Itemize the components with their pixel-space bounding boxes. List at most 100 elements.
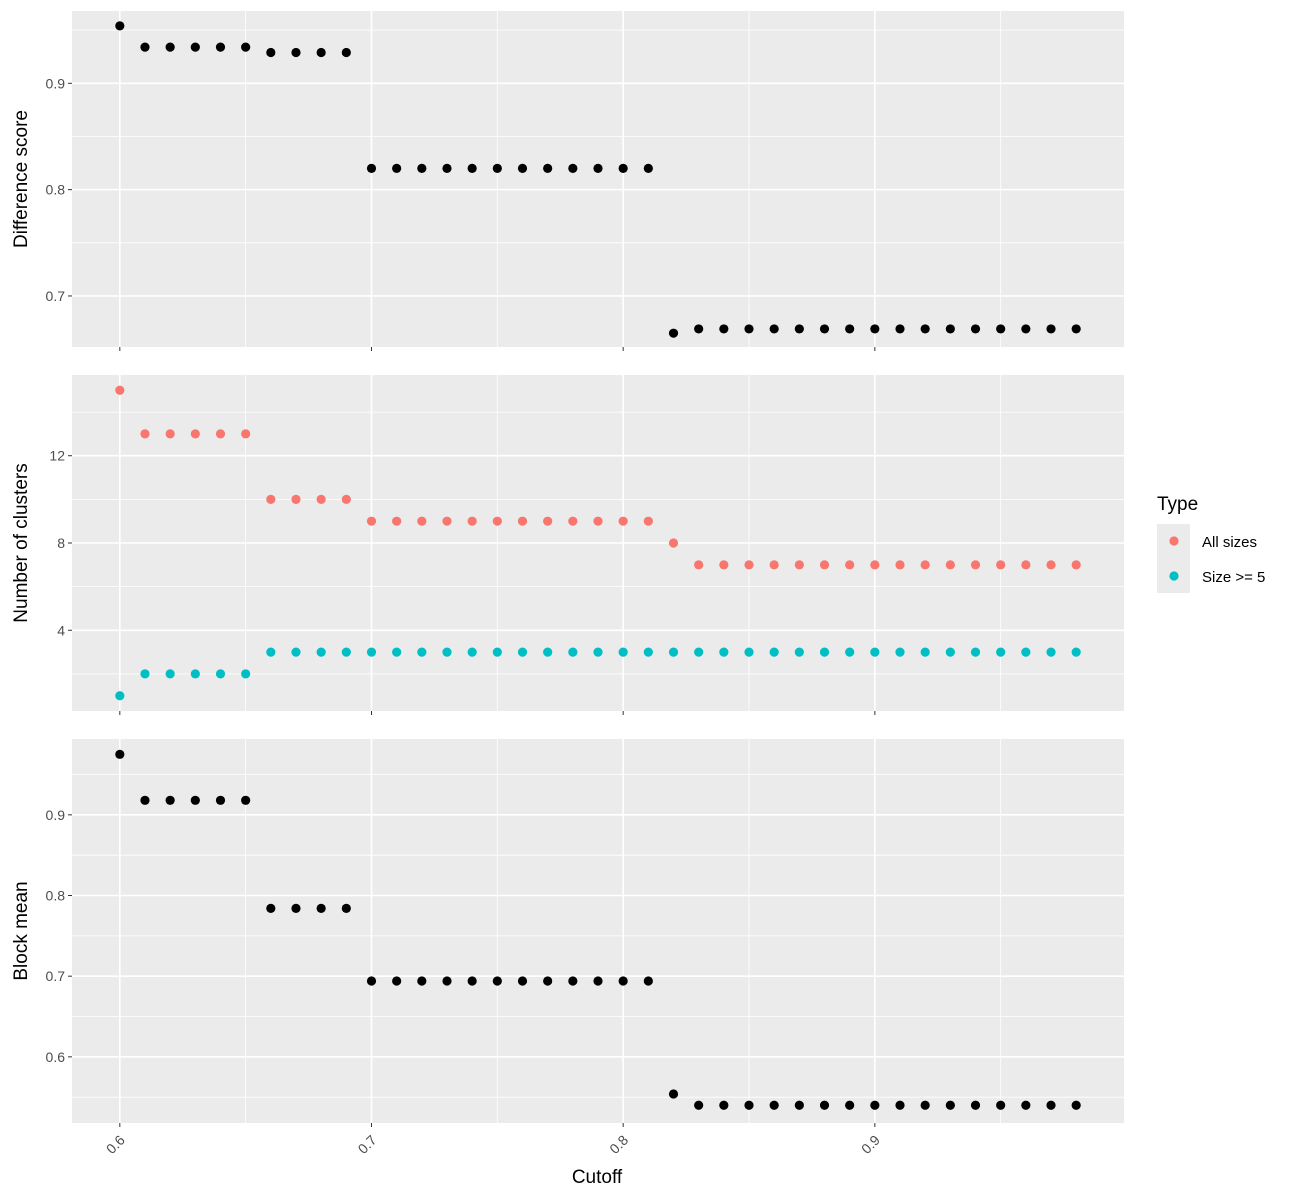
data-point xyxy=(719,1100,729,1110)
legend-key-background xyxy=(1157,524,1190,593)
data-point xyxy=(618,976,628,986)
data-point xyxy=(819,647,830,657)
y-tick-label: 8 xyxy=(57,535,65,551)
data-point xyxy=(593,647,603,657)
data-point xyxy=(618,163,628,173)
data-point xyxy=(190,669,200,679)
data-point xyxy=(366,516,377,526)
data-point xyxy=(593,163,603,173)
y-tick-label: 0.8 xyxy=(46,182,66,198)
data-point xyxy=(744,560,754,570)
panel-background xyxy=(72,11,1124,347)
data-point xyxy=(794,560,804,570)
data-point xyxy=(945,560,955,570)
data-point xyxy=(492,163,502,173)
data-point xyxy=(241,669,251,679)
data-point xyxy=(719,560,729,570)
data-point xyxy=(1071,560,1081,570)
legend-title: Type xyxy=(1157,494,1198,515)
legend: Type All sizes Size >= 5 xyxy=(1157,494,1265,593)
data-point xyxy=(1046,1100,1056,1110)
data-point xyxy=(492,516,502,526)
data-point xyxy=(1021,324,1031,334)
data-point xyxy=(920,324,930,334)
data-point xyxy=(895,647,905,657)
data-point xyxy=(744,647,754,657)
legend-key xyxy=(1169,536,1179,546)
legend-key xyxy=(1169,571,1179,581)
data-point xyxy=(996,647,1006,657)
data-point xyxy=(165,669,175,679)
data-point xyxy=(1021,560,1031,570)
data-point xyxy=(694,560,704,570)
data-point xyxy=(769,1100,779,1110)
data-point xyxy=(341,47,351,58)
data-point xyxy=(870,647,880,657)
legend-label: Size >= 5 xyxy=(1202,569,1265,586)
panels: 0.7 0.8 0.9 Difference score 4 8 12 Number of c… xyxy=(11,11,1124,1157)
data-point xyxy=(266,47,276,58)
data-point xyxy=(694,324,704,334)
data-point xyxy=(517,516,528,526)
data-point xyxy=(1046,324,1056,334)
data-point xyxy=(165,795,175,805)
data-point xyxy=(517,647,528,657)
data-point xyxy=(895,324,905,334)
x-tick-label: 0.6 xyxy=(103,1132,128,1157)
data-point xyxy=(945,1100,955,1110)
data-point xyxy=(568,163,578,173)
data-point xyxy=(467,647,477,657)
data-point xyxy=(694,647,704,657)
data-point xyxy=(543,163,553,173)
data-point xyxy=(920,1100,930,1110)
data-point xyxy=(945,324,955,334)
data-point xyxy=(316,647,326,657)
data-point xyxy=(366,163,377,173)
data-point xyxy=(316,47,326,58)
data-point xyxy=(719,647,729,657)
data-point xyxy=(1071,1100,1081,1110)
data-point xyxy=(366,647,377,657)
data-point xyxy=(190,42,200,52)
y-axis-title: Block mean xyxy=(11,881,32,980)
data-point xyxy=(643,647,653,657)
data-point xyxy=(467,976,477,986)
x-axis-title: Cutoff xyxy=(572,1167,623,1188)
data-point xyxy=(165,429,175,439)
data-point xyxy=(140,42,150,52)
data-point xyxy=(895,560,905,570)
series-1 xyxy=(115,21,1081,338)
data-point xyxy=(115,385,125,395)
y-tick-label: 0.7 xyxy=(46,288,66,304)
data-point xyxy=(442,516,452,526)
data-point xyxy=(668,328,679,338)
data-point xyxy=(970,324,981,334)
data-point xyxy=(769,324,779,334)
series-2 xyxy=(115,647,1081,701)
data-point xyxy=(115,21,125,31)
data-point xyxy=(392,976,402,986)
data-point xyxy=(744,1100,754,1110)
series-1 xyxy=(115,749,1081,1110)
data-point xyxy=(517,976,528,986)
data-point xyxy=(417,163,427,173)
data-point xyxy=(190,429,200,439)
x-tick-label: 0.9 xyxy=(858,1132,883,1157)
data-point xyxy=(140,429,150,439)
y-tick-label: 0.9 xyxy=(46,807,66,823)
y-tick-label: 0.8 xyxy=(46,888,66,904)
data-point xyxy=(920,647,930,657)
y-tick-label: 4 xyxy=(57,622,65,638)
data-point xyxy=(215,42,226,52)
y-tick-label: 0.7 xyxy=(46,968,66,984)
data-point xyxy=(417,516,427,526)
series-1 xyxy=(115,385,1081,570)
data-point xyxy=(543,976,553,986)
data-point xyxy=(316,494,326,504)
data-point xyxy=(794,647,804,657)
data-point xyxy=(996,324,1006,334)
data-point xyxy=(140,795,150,805)
data-point xyxy=(719,324,729,334)
data-point xyxy=(920,560,930,570)
data-point xyxy=(341,647,351,657)
